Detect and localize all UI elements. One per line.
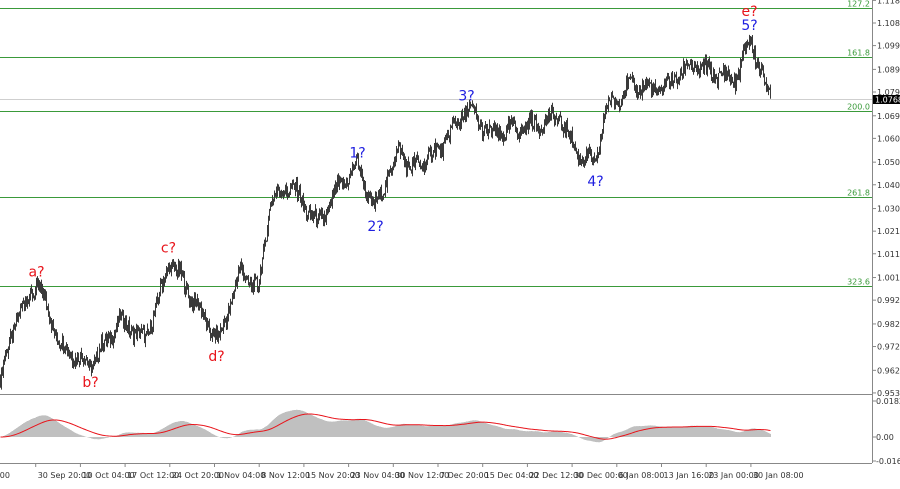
y-tick-label: 1.0309 bbox=[877, 205, 900, 214]
y-tick-label: 0.9729 bbox=[877, 343, 900, 352]
x-tick-label: 10 Oct 04:00 bbox=[82, 471, 134, 480]
y-tick-label: 1.0019 bbox=[877, 274, 900, 283]
x-tick-label: 30 Sep 20:00 bbox=[38, 471, 91, 480]
y-tick-label: 1.0604 bbox=[877, 134, 900, 143]
y-tick-label: 0.9534 bbox=[877, 389, 900, 398]
indicator-tick-label: 0.00 bbox=[876, 433, 894, 442]
y-tick-label: 1.1184 bbox=[877, 0, 900, 5]
y-tick-label: 1.0119 bbox=[877, 250, 900, 259]
y-tick-label: 1.0699 bbox=[877, 112, 900, 121]
x-tick-label: 23 Nov 04:00 bbox=[351, 471, 405, 480]
macd-indicator bbox=[0, 409, 771, 443]
x-tick-label: 30 Jan 08:00 bbox=[753, 471, 804, 480]
macd-signal-line bbox=[0, 413, 771, 440]
fib-level-label: 200.0 bbox=[847, 103, 870, 112]
x-tick-label: 7 Dec 20:00 bbox=[440, 471, 489, 480]
x-tick-label: 22 Dec 12:00 bbox=[529, 471, 583, 480]
x-tick-label: 6 Jan 08:00 bbox=[619, 471, 665, 480]
y-tick-label: 1.0994 bbox=[877, 42, 900, 51]
x-tick-label: 17 Oct 12:00 bbox=[127, 471, 179, 480]
x-tick-label: 1 Nov 04:00 bbox=[217, 471, 266, 480]
wave-label: 5? bbox=[741, 18, 757, 34]
x-tick-label: 8 Nov 12:00 bbox=[261, 471, 310, 480]
current-price-label: 1.0768 bbox=[873, 95, 900, 105]
y-tick-label: 0.9824 bbox=[877, 320, 900, 329]
wave-label: b? bbox=[82, 375, 98, 391]
price-axis: 1.1184 1.1089 1.0994 1.0894 1.0799 1.0699 1.06… bbox=[872, 0, 900, 398]
fibonacci-levels: 127.2 161.8 200.0 261.8 323.6 bbox=[0, 0, 872, 287]
y-tick-label: 1.0214 bbox=[877, 227, 900, 236]
indicator-axis: 0.01829 0.00 -0.01615 bbox=[872, 397, 900, 466]
y-tick-label: 0.9629 bbox=[877, 366, 900, 375]
wave-label: 3? bbox=[458, 88, 474, 104]
wave-labels: a? b? c? d? 1? 2? 3? 4? 5?e? bbox=[28, 4, 757, 391]
y-tick-label: 1.0894 bbox=[877, 65, 900, 74]
fib-level-label: 261.8 bbox=[847, 189, 870, 198]
indicator-tick-label: 0.01829 bbox=[876, 397, 900, 406]
wave-label: 1? bbox=[349, 145, 365, 161]
y-tick-label: 1.0409 bbox=[877, 181, 900, 190]
current-price-text: 1.0768 bbox=[875, 96, 900, 105]
x-tick-label: 23 Jan 00:00 bbox=[708, 471, 759, 480]
x-tick-label: 30 Nov 12:00 bbox=[395, 471, 449, 480]
wave-label: 4? bbox=[587, 174, 603, 190]
x-tick-label: 24 Oct 20:00 bbox=[172, 471, 224, 480]
wave-label: e? bbox=[741, 4, 757, 20]
wave-label: a? bbox=[28, 264, 44, 280]
y-tick-label: 0.9924 bbox=[877, 296, 900, 305]
wave-label: c? bbox=[161, 241, 176, 257]
y-tick-label: 1.0504 bbox=[877, 158, 900, 167]
y-tick-label: 1.0799 bbox=[877, 88, 900, 97]
x-tick-label: 15 Nov 20:00 bbox=[306, 471, 360, 480]
wave-label: 2? bbox=[367, 219, 383, 235]
indicator-tick-label: -0.01615 bbox=[876, 457, 900, 466]
fib-level-label: 161.8 bbox=[847, 49, 870, 58]
x-tick-label: 15 Dec 04:00 bbox=[485, 471, 539, 480]
fib-level-label: 323.6 bbox=[847, 278, 870, 287]
x-tick-label: 30 Dec 00:00 bbox=[574, 471, 628, 480]
y-tick-label: 1.1089 bbox=[877, 19, 900, 28]
x-tick-label: 2:00 bbox=[0, 471, 10, 480]
x-tick-label: 13 Jan 16:00 bbox=[664, 471, 715, 480]
fib-level-label: 127.2 bbox=[847, 0, 870, 9]
wave-label: d? bbox=[208, 349, 224, 365]
price-bars bbox=[0, 34, 771, 390]
